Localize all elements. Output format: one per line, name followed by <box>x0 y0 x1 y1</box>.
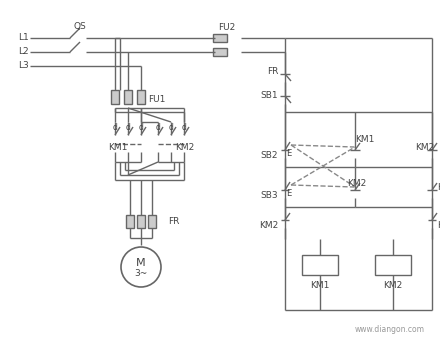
Text: KM2: KM2 <box>383 280 403 289</box>
Text: KM1: KM1 <box>108 144 127 152</box>
Text: 3~: 3~ <box>134 268 148 277</box>
Bar <box>213 48 227 56</box>
Bar <box>137 90 145 104</box>
Text: L2: L2 <box>18 48 29 57</box>
Text: L3: L3 <box>18 61 29 70</box>
Text: d: d <box>169 124 173 132</box>
Text: KM2: KM2 <box>175 144 194 152</box>
Text: E: E <box>286 189 291 198</box>
Text: d: d <box>139 124 143 132</box>
Text: d: d <box>113 124 117 132</box>
Bar <box>124 90 132 104</box>
Text: KM2: KM2 <box>347 178 366 187</box>
Text: KM1: KM1 <box>437 183 440 191</box>
Bar <box>148 215 156 228</box>
Text: FU2: FU2 <box>218 23 235 32</box>
Text: d: d <box>156 124 161 132</box>
Text: FR: FR <box>267 68 278 77</box>
Bar <box>375 255 411 275</box>
Text: E: E <box>286 149 291 158</box>
Text: d: d <box>182 124 187 132</box>
Text: FR: FR <box>168 217 180 227</box>
Bar <box>137 215 145 228</box>
Text: SB2: SB2 <box>260 150 278 159</box>
Bar <box>213 34 227 42</box>
Text: L1: L1 <box>18 33 29 42</box>
Circle shape <box>121 247 161 287</box>
Text: SB1: SB1 <box>260 91 278 100</box>
Text: FU1: FU1 <box>148 96 165 105</box>
Text: KM1: KM1 <box>437 220 440 229</box>
Text: KM2: KM2 <box>259 220 278 229</box>
Text: QS: QS <box>73 21 86 30</box>
Text: SB3: SB3 <box>260 190 278 199</box>
Bar <box>111 90 119 104</box>
Text: KM1: KM1 <box>355 136 374 145</box>
Text: M: M <box>136 258 146 268</box>
Text: www.diangon.com: www.diangon.com <box>355 325 425 335</box>
Bar <box>126 215 134 228</box>
Text: KM1: KM1 <box>310 280 330 289</box>
Bar <box>302 255 338 275</box>
Text: d: d <box>125 124 130 132</box>
Text: KM2: KM2 <box>415 142 434 151</box>
